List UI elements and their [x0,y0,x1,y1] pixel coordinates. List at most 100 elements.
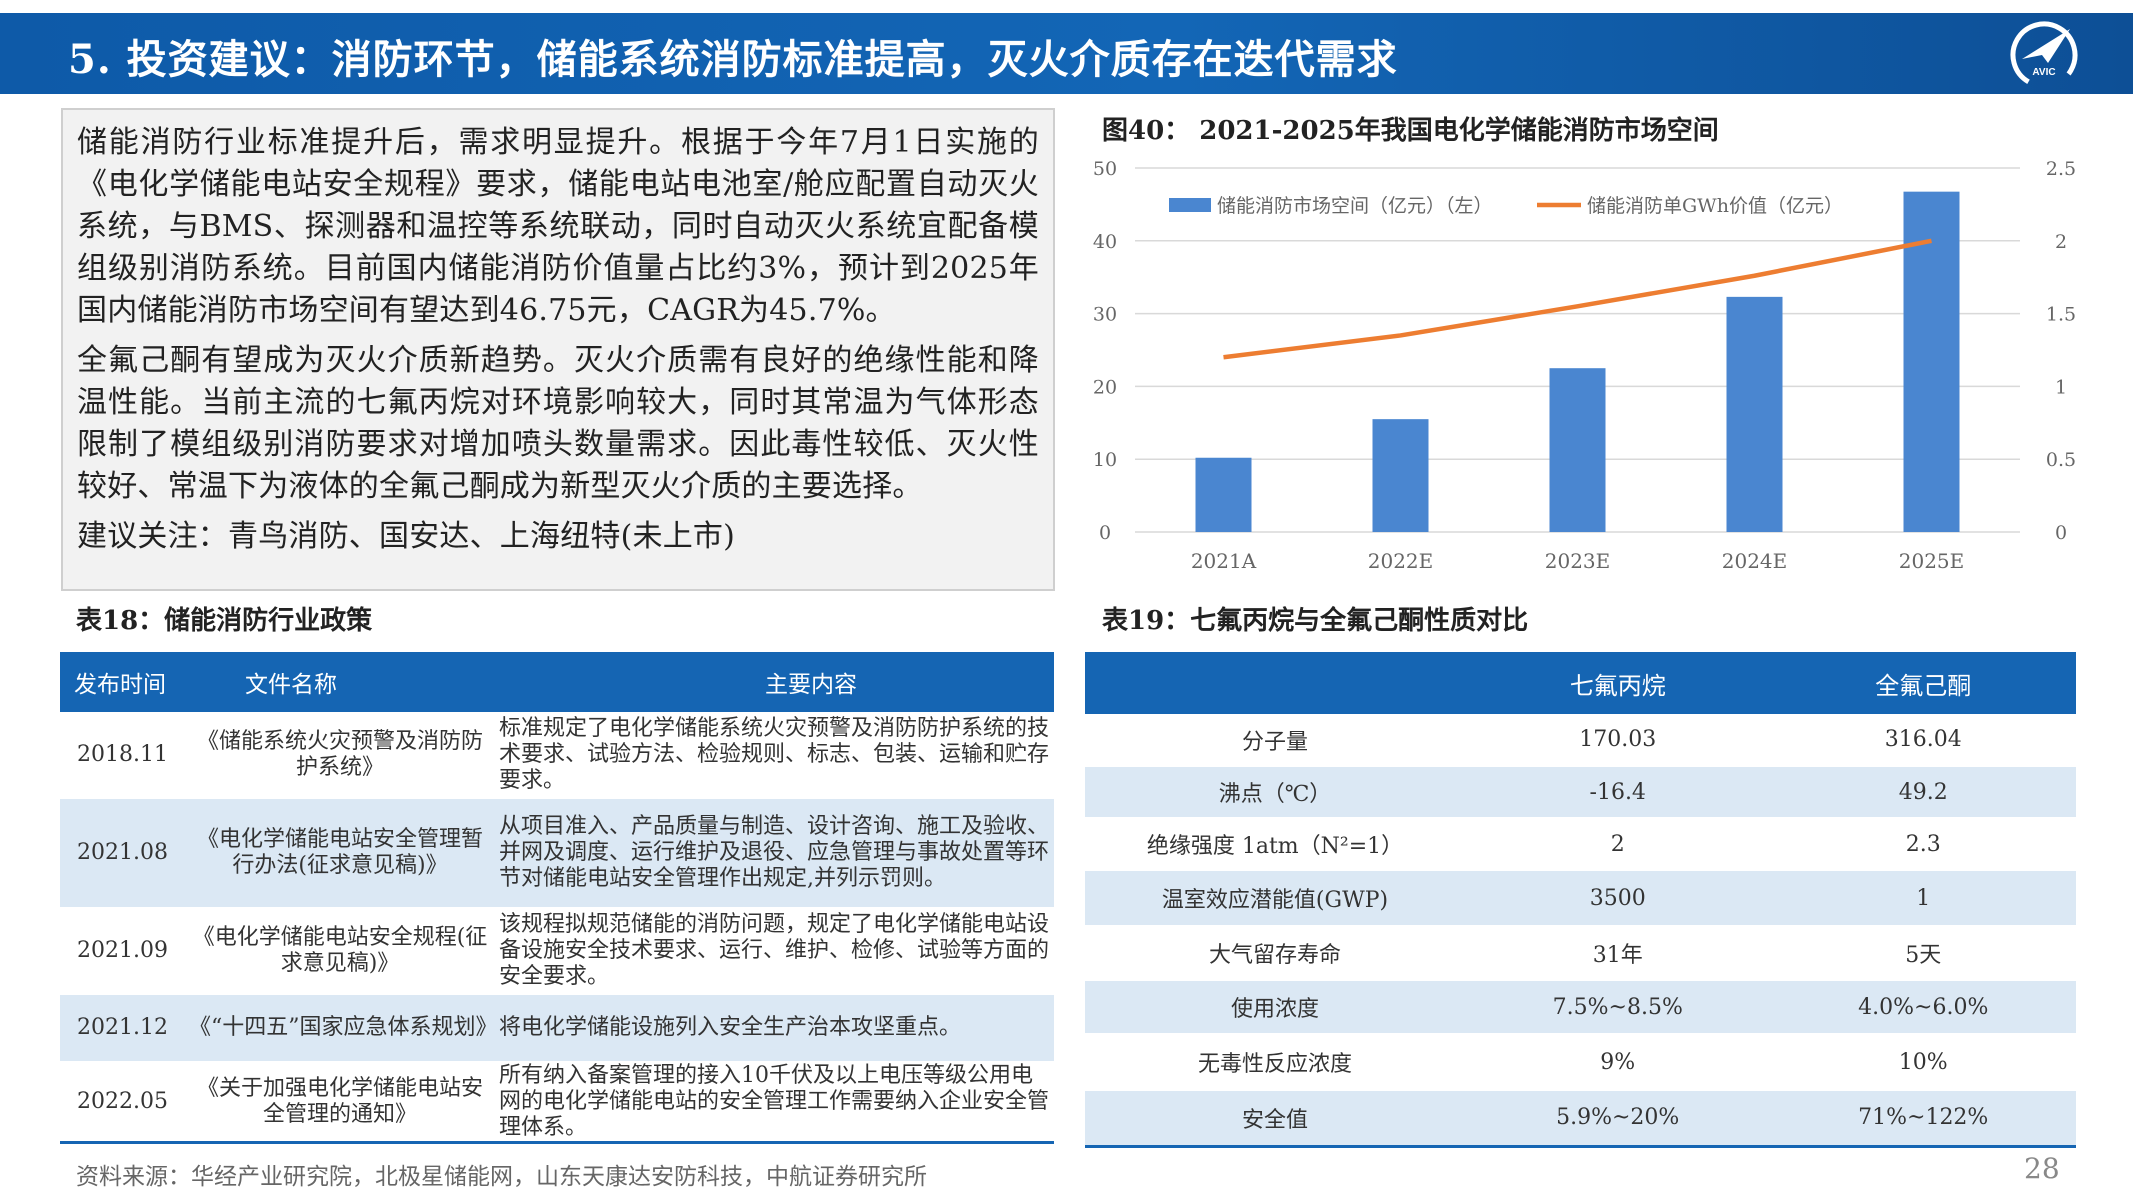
x-tick-label: 2023E [1545,549,1611,573]
value-perfluorohexanone: 1 [1770,870,2076,926]
property-name: 温室效应潜能值(GWP) [1085,870,1465,926]
legend-label-bar: 储能消防市场空间（亿元）（左） [1217,195,1493,217]
policy-content: 该规程拟规范储能的消防问题，规定了电化学储能电站设备设施安全技术要求、运行、维护… [499,912,1050,989]
value-perfluorohexanone: 2.3 [1905,831,1941,857]
summary-textbox: 储能消防行业标准提升后，需求明显提升。根据于今年7月1日实施的《电化学储能电站安… [61,108,1055,591]
chart-gridlines [1135,167,2020,533]
table-row: 2021.08 《电化学储能电站安全管理暂行办法(征求意见稿)》 从项目准入、产… [60,798,1054,908]
value-perfluorohexanone: 49.2 [1770,766,2076,818]
table-row: 分子量 170.03 316.04 [1085,714,2076,766]
value-heptafluoropropane: -16.4 [1465,766,1771,818]
source-note: 资料来源：华经产业研究院，北极星储能网，山东天康达安防科技，中航证券研究所 [76,1164,927,1190]
value-perfluorohexanone: 5天 [1905,943,1942,968]
policy-header-content: 主要内容 [495,652,1054,712]
recommendation-paragraph: 建议关注：青鸟消防、国安达、上海纽特(未上市) [77,519,736,554]
table-row: 温室效应潜能值(GWP) 3500 1 [1085,870,2076,926]
property-name: 绝缘强度 1atm（N²=1） [1146,834,1404,859]
property-name: 使用浓度 [1085,980,1465,1034]
compare-header-perfluorohexanone: 全氟己酮 [1770,652,2076,714]
x-tick-label: 2022E [1368,549,1434,573]
policy-date: 2018.11 [77,741,168,767]
bar-2022E [1372,419,1429,532]
value-heptafluoropropane: 2 [1610,831,1625,857]
table-row: 使用浓度 7.5%~8.5% 4.0%~6.0% [1085,980,2076,1034]
legend-label-line: 储能消防单GWh价值（亿元） [1587,195,1843,217]
table-row: 绝缘强度 1atm（N²=1） 2 2.3 [1085,818,2076,870]
y-right-tick-label: 2.5 [2046,158,2076,180]
value-heptafluoropropane: 170.03 [1579,727,1657,752]
policy-doc: 《关于加强电化学储能电站安全管理的通知》 [196,1076,483,1127]
y-left-tick-label: 20 [1093,376,1117,398]
table-row: 无毒性反应浓度 9% 10% [1085,1034,2076,1090]
chart-bars [1195,191,1960,532]
y-right-tick-label: 0.5 [2046,449,2076,471]
chart-legend: 储能消防市场空间（亿元）（左） 储能消防单GWh价值（亿元） [1169,195,1843,217]
y-left-tick-label: 50 [1093,158,1117,180]
x-tick-label: 2024E [1722,549,1788,573]
value-perfluorohexanone: 71%~122% [1770,1090,2076,1146]
y-left-tick-label: 30 [1093,304,1117,326]
x-tick-label: 2025E [1899,549,1965,573]
page-title: 5. 投资建议：消防环节，储能系统消防标准提高，灭火介质存在迭代需求 [68,36,1398,83]
summary-paragraph-2: 全氟己酮有望成为灭火介质新趋势。灭火介质需有良好的绝缘性能和降温性能。当前主流的… [77,343,1039,504]
y-right-tick-label: 2 [2055,231,2067,253]
line-series [1223,238,1932,360]
policy-doc: 《电化学储能电站安全规程(征求意见稿)》 [192,925,488,976]
bar-2021A [1195,457,1252,532]
policy-header-date: 发布时间 [60,652,185,712]
page-number: 28 [2024,1152,2060,1185]
property-name: 大气留存寿命 [1208,943,1341,968]
compare-header-blank [1085,652,1465,714]
compare-table-header: 七氟丙烷 全氟己酮 [1085,652,2076,714]
value-perfluorohexanone: 4.0%~6.0% [1770,980,2076,1034]
policy-content: 所有纳入备案管理的接入10千伏及以上电压等级公用电网的电化学储能电站的安全管理工… [499,1063,1050,1140]
chart-ticks: 0 10 20 30 40 50 0 0.5 1 1.5 2 2.5 2021A 2022E 2023E 20… [1093,158,2076,573]
bar-2023E [1549,368,1606,532]
property-name: 安全值 [1085,1090,1465,1146]
market-size-chart: 0 10 20 30 40 50 0 0.5 1 1.5 2 2.5 2021A 2022E 2023E 20… [1093,158,2076,573]
policy-doc: 《储能系统火灾预警及消防防护系统》 [196,728,483,780]
table-row: 大气留存寿命 31年 5天 [1085,926,2076,980]
y-right-tick-label: 0 [2055,522,2067,544]
policy-table: 发布时间 文件名称 主要内容 2018.11 《储能系统火灾预警及消防防护系统》… [60,652,1054,1144]
value-perfluorohexanone: 316.04 [1884,727,1962,752]
y-left-tick-label: 40 [1093,231,1117,253]
summary-paragraph-1: 储能消防行业标准提升后，需求明显提升。根据于今年7月1日实施的《电化学储能电站安… [77,125,1039,328]
policy-date: 2022.05 [77,1089,168,1114]
value-heptafluoropropane: 31年 [1592,943,1643,968]
table-row: 沸点（℃） -16.4 49.2 [1085,766,2076,818]
y-right-tick-label: 1 [2055,376,2067,398]
compare-header-heptafluoropropane: 七氟丙烷 [1465,652,1771,714]
policy-date: 2021.08 [60,798,185,908]
policy-content: 将电化学储能设施列入安全生产治本攻坚重点。 [495,994,1054,1062]
value-heptafluoropropane: 3500 [1465,870,1771,926]
property-name: 无毒性反应浓度 [1197,1052,1352,1077]
y-left-tick-label: 0 [1099,522,1111,544]
legend-swatch-bar [1169,198,1211,212]
compare-table: 七氟丙烷 全氟己酮 分子量 170.03 316.04 沸点（℃） -16.4 … [1085,652,2076,1148]
policy-content: 从项目准入、产品质量与制造、设计咨询、施工及验收、并网及调度、运行维护及退役、应… [495,798,1054,908]
policy-doc: 《电化学储能电站安全管理暂行办法(征求意见稿)》 [185,798,495,908]
y-left-tick-label: 10 [1093,449,1117,471]
chart-line [1223,238,1932,360]
policy-content: 标准规定了电化学储能系统火灾预警及消防防护系统的技术要求、试验方法、检验规则、标… [499,715,1050,793]
table-row: 2021.09 《电化学储能电站安全规程(征求意见稿)》 该规程拟规范储能的消防… [60,908,1054,994]
value-heptafluoropropane: 7.5%~8.5% [1465,980,1771,1034]
header-bar: 5. 投资建议：消防环节，储能系统消防标准提高，灭火介质存在迭代需求 AVIC [0,13,2133,94]
compare-table-caption: 表19：七氟丙烷与全氟己酮性质对比 [1102,606,1529,636]
svg-text:AVIC: AVIC [2032,67,2055,78]
avic-logo-icon: AVIC [2010,21,2078,89]
property-name: 沸点（℃） [1085,766,1465,818]
table-row: 2018.11 《储能系统火灾预警及消防防护系统》 标准规定了电化学储能系统火灾… [60,712,1054,798]
value-perfluorohexanone: 10% [1898,1049,1948,1075]
x-tick-label: 2021A [1191,549,1257,573]
table-row: 安全值 5.9%~20% 71%~122% [1085,1090,2076,1146]
y-right-tick-label: 1.5 [2046,304,2076,326]
policy-header-doc: 文件名称 [185,652,495,712]
table-row: 2022.05 《关于加强电化学储能电站安全管理的通知》 所有纳入备案管理的接入… [60,1062,1054,1143]
bar-2025E [1903,191,1960,532]
chart-caption: 图40： 2021-2025年我国电化学储能消防市场空间 [1102,116,1719,146]
policy-date: 2021.12 [60,994,185,1062]
property-name: 分子量 [1241,729,1308,755]
table-row: 2021.12 《“十四五”国家应急体系规划》 将电化学储能设施列入安全生产治本… [60,994,1054,1062]
